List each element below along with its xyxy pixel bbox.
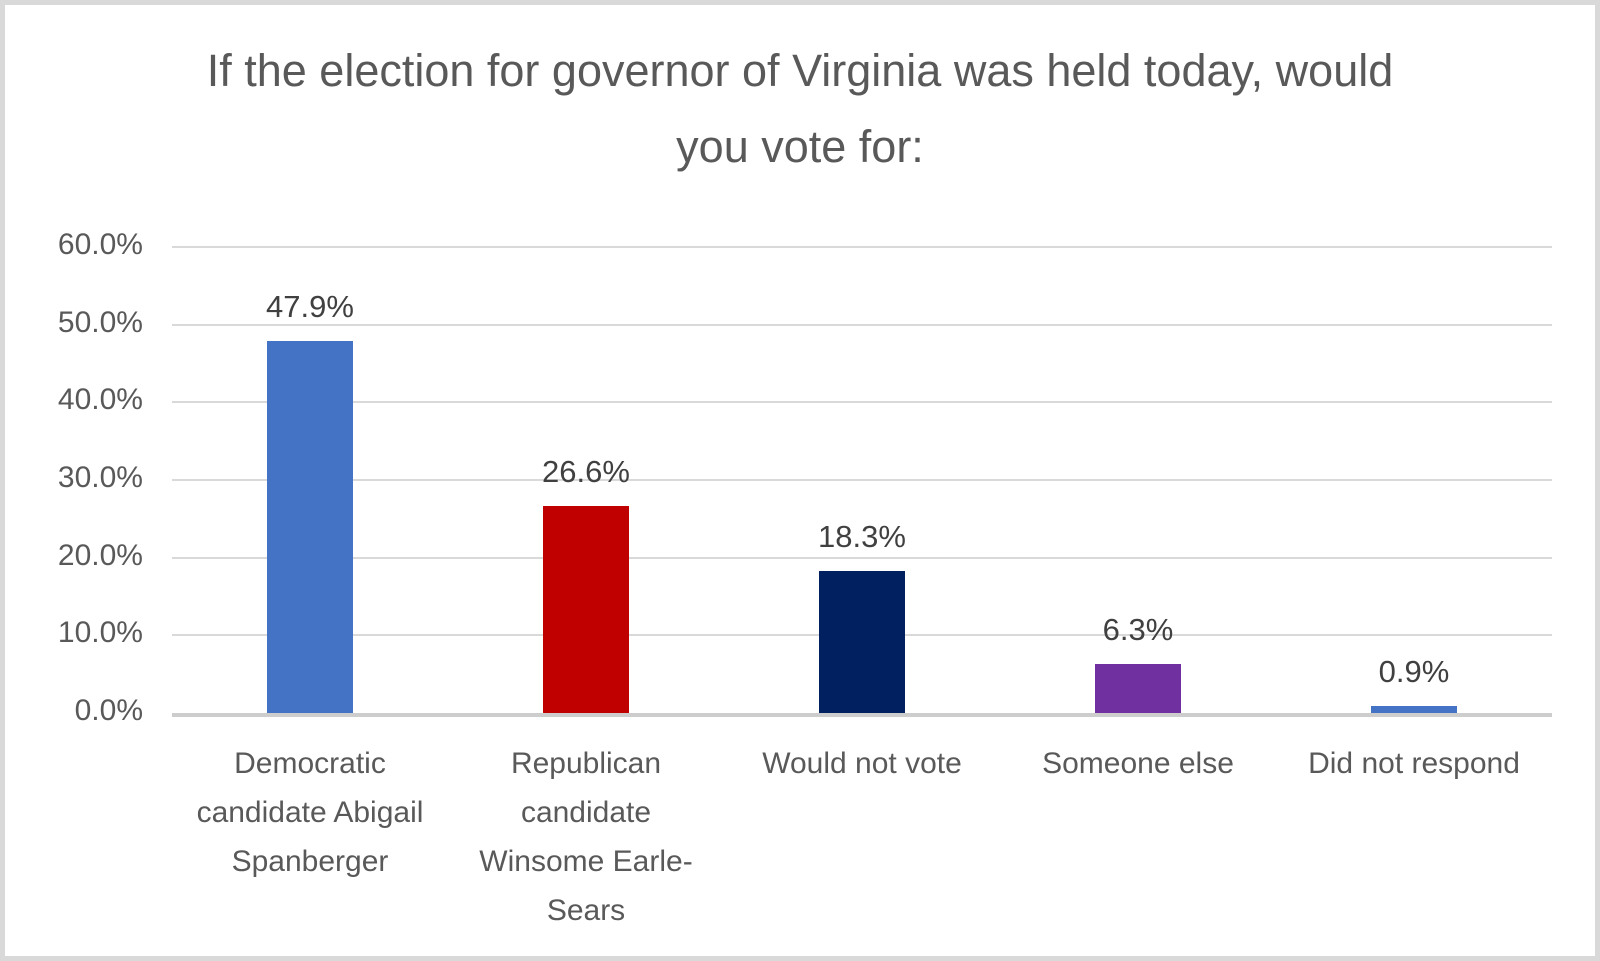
y-axis-tick-label: 50.0% <box>57 305 143 339</box>
bar-value-label: 26.6% <box>542 454 630 490</box>
gridline <box>172 479 1552 481</box>
bar-value-label: 0.9% <box>1378 654 1450 689</box>
y-axis-tick-label: 40.0% <box>57 383 143 417</box>
x-axis-category-label-text: Democratic candidate Abigail Spanberger <box>196 747 424 878</box>
x-axis-category-label: Did not respond <box>1276 739 1552 788</box>
bar <box>267 340 353 713</box>
y-axis-tick-label: 10.0% <box>57 616 143 650</box>
x-axis-category-label: Would not vote <box>724 739 1000 788</box>
y-axis-tick-label: 60.0% <box>57 228 143 261</box>
x-axis-category-label: Republican candidate Winsome Earle-Sears <box>448 739 724 935</box>
x-axis-line <box>172 713 1552 717</box>
gridline <box>172 401 1552 404</box>
bar-value-label: 18.3% <box>818 518 906 554</box>
chart-title: If the election for governor of Virginia… <box>206 45 1394 172</box>
bar-value-label: 47.9% <box>266 288 354 324</box>
x-axis-category-label: Democratic candidate Abigail Spanberger <box>172 739 448 886</box>
y-axis-tick-label: 30.0% <box>57 461 143 494</box>
gridline <box>172 323 1552 326</box>
x-axis-category-label-text: Republican candidate Winsome Earle-Sears <box>479 747 693 927</box>
x-axis-category-label-text: Did not respond <box>1308 747 1520 780</box>
bar <box>1095 664 1181 713</box>
bar <box>1371 706 1457 713</box>
plot-area: 0.0% 10.0% 20.0% 30.0% 40.0% 50.0% 60.0% 47.9% D… <box>5 5 1595 956</box>
gridline <box>172 556 1552 559</box>
y-axis-tick-label: 0.0% <box>74 694 143 727</box>
x-axis-category-label: Someone else <box>1000 739 1276 788</box>
x-axis-category-label-text: Would not vote <box>762 747 962 780</box>
x-axis-category-label-text: Someone else <box>1042 747 1234 780</box>
bar-value-label: 6.3% <box>1102 612 1174 648</box>
gridline <box>172 246 1552 248</box>
bar <box>543 506 629 713</box>
bar <box>819 570 905 713</box>
y-axis-tick-label: 20.0% <box>57 538 143 572</box>
